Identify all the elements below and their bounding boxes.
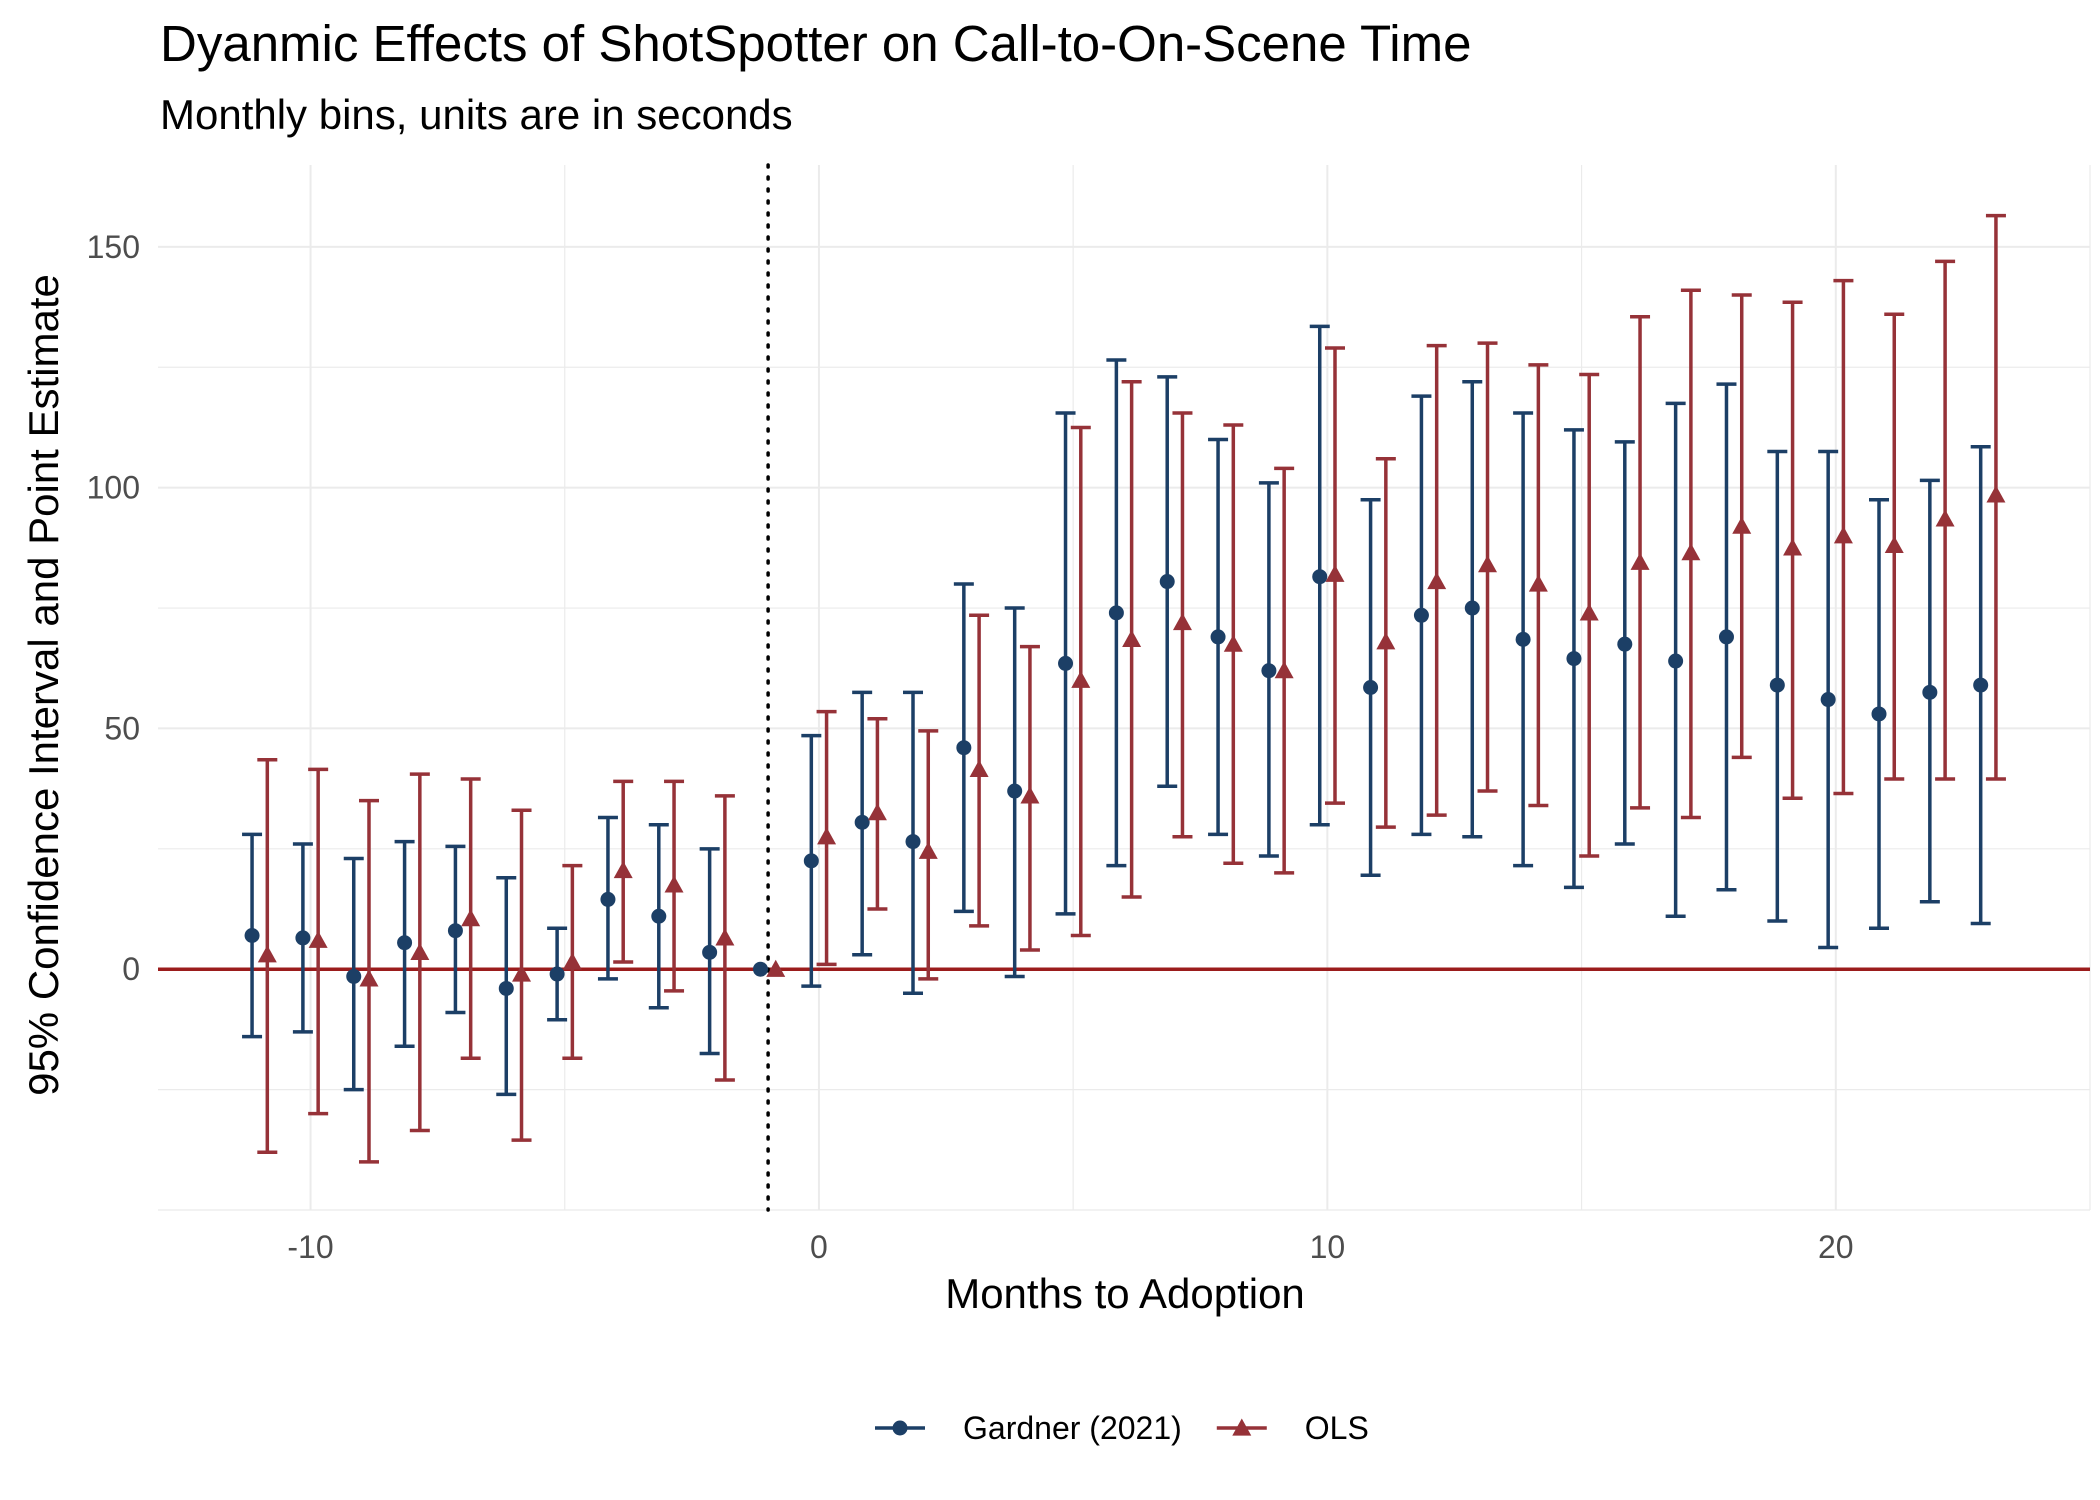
point-estimate-triangle: [1579, 603, 1599, 621]
point-estimate-circle: [1261, 663, 1277, 679]
point-estimate-triangle: [969, 759, 989, 777]
chart-subtitle: Monthly bins, units are in seconds: [160, 91, 793, 138]
point-estimate-circle: [1413, 607, 1429, 623]
point-estimate-triangle: [257, 945, 277, 963]
point-estimate-circle: [1973, 677, 1989, 693]
point-estimate-triangle: [1122, 629, 1142, 647]
point-estimate-triangle: [1223, 634, 1243, 652]
point-estimate-triangle: [613, 860, 633, 879]
point-estimate-circle: [1312, 569, 1328, 585]
point-estimate-triangle: [461, 909, 481, 927]
point-estimate-circle: [1159, 574, 1175, 590]
point-estimate-circle: [1515, 631, 1531, 647]
point-estimate-circle: [244, 928, 260, 944]
series-1: [257, 213, 2006, 1164]
point-estimate-triangle: [1884, 535, 1904, 554]
point-estimate-triangle: [410, 942, 430, 960]
point-estimate-circle: [397, 935, 413, 951]
x-tick-label: 10: [1310, 1229, 1346, 1265]
point-estimate-circle: [1566, 651, 1582, 667]
point-estimate-circle: [1464, 600, 1480, 616]
point-estimate-triangle: [1427, 572, 1447, 590]
point-estimate-circle: [854, 814, 870, 830]
point-estimate-circle: [803, 853, 819, 869]
legend-label: OLS: [1305, 1410, 1369, 1446]
data-series: [242, 213, 2006, 1164]
point-estimate-circle: [346, 968, 362, 984]
point-estimate-circle: [1007, 783, 1023, 799]
point-estimate-triangle: [512, 964, 532, 982]
legend-item-0: Gardner (2021): [875, 1410, 1182, 1446]
y-tick-label: 100: [87, 470, 140, 506]
reference-lines: [158, 163, 2090, 1212]
point-estimate-circle: [1668, 653, 1684, 669]
axis-ticks: -10 0 10 20 0 50 100 150: [87, 229, 1854, 1265]
point-estimate-circle: [1617, 636, 1633, 652]
legend-item-1: OLS: [1216, 1410, 1369, 1446]
point-estimate-circle: [1058, 655, 1074, 671]
point-estimate-triangle: [359, 969, 379, 987]
point-estimate-circle: [295, 930, 311, 946]
point-estimate-triangle: [817, 827, 837, 845]
point-estimate-circle: [1363, 680, 1379, 695]
point-estimate-triangle: [1325, 564, 1345, 582]
point-estimate-circle: [447, 923, 463, 939]
point-estimate-triangle: [766, 959, 786, 977]
y-axis-title: 95% Confidence Interval and Point Estima…: [20, 274, 67, 1096]
y-tick-label: 50: [104, 710, 140, 746]
point-estimate-triangle: [308, 930, 328, 948]
x-tick-label: -10: [287, 1229, 333, 1265]
point-estimate-triangle: [1833, 526, 1853, 544]
point-estimate-circle: [1871, 706, 1887, 722]
legend-key-circle: [892, 1420, 908, 1436]
point-estimate-circle: [1108, 605, 1124, 621]
point-estimate-triangle: [715, 928, 735, 946]
point-estimate-circle: [1769, 677, 1785, 693]
point-estimate-triangle: [918, 841, 938, 859]
legend-key-triangle: [1232, 1418, 1252, 1436]
point-estimate-circle: [1922, 684, 1938, 700]
legend-label: Gardner (2021): [963, 1410, 1182, 1446]
y-tick-label: 150: [87, 229, 140, 265]
x-tick-label: 0: [810, 1229, 828, 1265]
point-estimate-triangle: [1986, 485, 2006, 503]
chart-title: Dyanmic Effects of ShotSpotter on Call-t…: [160, 15, 1472, 72]
point-estimate-triangle: [1020, 786, 1040, 804]
series-0: [242, 324, 1991, 1097]
point-estimate-triangle: [1783, 538, 1803, 556]
point-estimate-triangle: [1478, 555, 1498, 573]
point-estimate-triangle: [1172, 612, 1192, 631]
point-estimate-triangle: [867, 803, 887, 821]
point-estimate-triangle: [1528, 574, 1548, 592]
point-estimate-circle: [752, 961, 768, 977]
point-estimate-triangle: [1376, 632, 1396, 650]
point-estimate-triangle: [1732, 516, 1752, 534]
point-estimate-triangle: [562, 952, 582, 970]
point-estimate-circle: [498, 980, 514, 996]
point-estimate-circle: [1210, 629, 1226, 645]
point-estimate-circle: [905, 834, 921, 850]
point-estimate-circle: [1718, 629, 1734, 645]
legend: Gardner (2021) OLS: [875, 1410, 1369, 1446]
point-estimate-triangle: [1274, 661, 1294, 679]
point-estimate-circle: [651, 908, 667, 924]
point-estimate-triangle: [1071, 670, 1091, 688]
point-estimate-triangle: [664, 875, 684, 893]
point-estimate-circle: [702, 944, 718, 960]
y-tick-label: 0: [122, 951, 140, 987]
point-estimate-triangle: [1681, 543, 1701, 561]
gridlines: [158, 165, 2091, 1211]
point-estimate-circle: [549, 966, 565, 982]
point-estimate-circle: [600, 891, 616, 907]
x-axis-title: Months to Adoption: [945, 1270, 1305, 1317]
point-estimate-circle: [1820, 692, 1836, 708]
x-tick-label: 20: [1818, 1229, 1854, 1265]
point-estimate-circle: [956, 740, 972, 756]
point-estimate-triangle: [1630, 552, 1650, 570]
point-estimate-triangle: [1935, 509, 1955, 527]
